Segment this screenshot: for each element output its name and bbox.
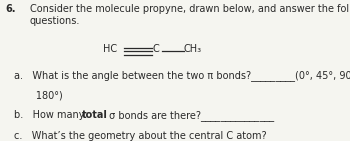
Text: HC: HC [103, 44, 117, 54]
Text: 6.: 6. [5, 4, 16, 14]
Text: c.   What’s the geometry about the central C atom?_______________: c. What’s the geometry about the central… [14, 130, 340, 141]
Text: b.   How many: b. How many [14, 110, 88, 120]
Text: C: C [152, 44, 159, 54]
Text: a.   What is the angle between the two π bonds?_________(0°, 45°, 90°,  or: a. What is the angle between the two π b… [14, 70, 350, 81]
Text: total: total [82, 110, 108, 120]
Text: Consider the molecule propyne, drawn below, and answer the following
questions.: Consider the molecule propyne, drawn bel… [30, 4, 350, 26]
Text: σ bonds are there?_______________: σ bonds are there?_______________ [106, 110, 274, 121]
Text: CH₃: CH₃ [184, 44, 202, 54]
Text: 180°): 180°) [14, 90, 63, 100]
